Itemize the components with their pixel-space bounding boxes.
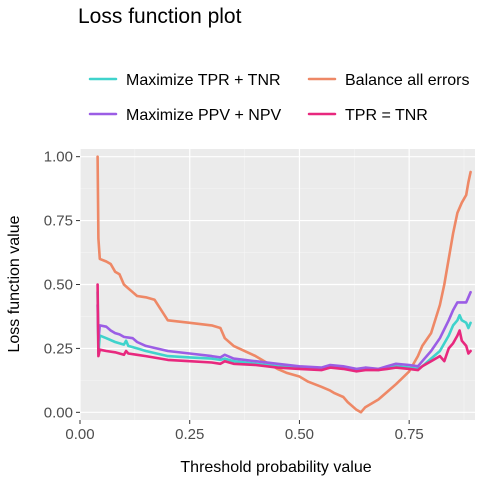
x-tick-label: 0.50	[285, 426, 314, 443]
x-tick-label: 0.75	[395, 426, 424, 443]
legend: Maximize TPR + TNR Balance all errors Ma…	[88, 72, 470, 124]
x-axis-ticks: 0.00 0.25 0.50 0.75	[65, 420, 424, 443]
y-tick-label: 0.25	[44, 340, 73, 357]
legend-label-balance-all-errors: Balance all errors	[345, 72, 470, 89]
legend-label-maximize-tpr-tnr: Maximize TPR + TNR	[126, 72, 281, 89]
x-tick-label: 0.00	[65, 426, 94, 443]
y-tick-label: 1.00	[44, 149, 73, 166]
y-axis-title: Loss function value	[6, 215, 23, 352]
y-tick-label: 0.00	[44, 404, 73, 421]
legend-label-maximize-ppv-npv: Maximize PPV + NPV	[126, 107, 281, 124]
series-line-balance-all-errors	[96, 155, 472, 414]
x-axis-title: Threshold probability value	[180, 459, 371, 476]
x-tick-label: 0.25	[175, 426, 204, 443]
series-lines	[96, 155, 472, 414]
y-tick-label: 0.75	[44, 213, 73, 230]
series-line-maximize-ppv-npv	[96, 290, 472, 371]
chart-title: Loss function plot	[78, 5, 242, 28]
legend-label-tpr-equals-tnr: TPR = TNR	[345, 107, 428, 124]
series-line-tpr-tnr	[96, 283, 472, 373]
y-axis-ticks: 0.00 0.25 0.50 0.75 1.00	[44, 149, 80, 421]
y-tick-label: 0.50	[44, 277, 73, 294]
major-grid	[79, 149, 475, 420]
